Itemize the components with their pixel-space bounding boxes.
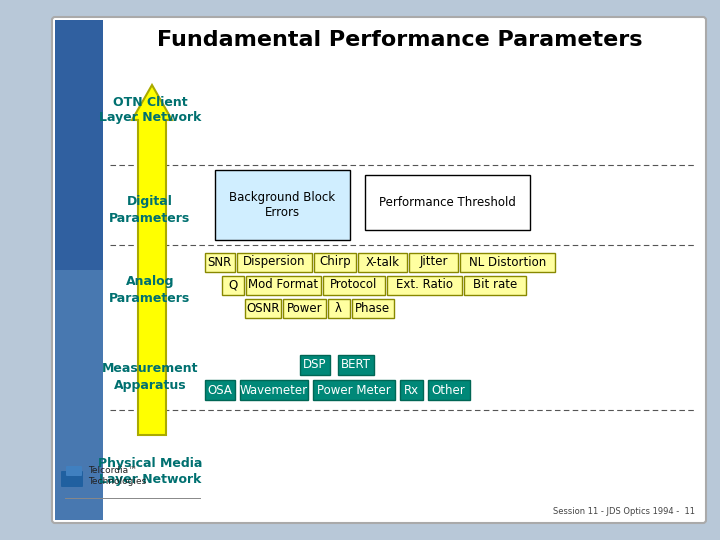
- Text: Measurement
Apparatus: Measurement Apparatus: [102, 362, 198, 392]
- Text: Fundamental Performance Parameters: Fundamental Performance Parameters: [157, 30, 643, 50]
- Text: Background Block
Errors: Background Block Errors: [230, 191, 336, 219]
- Text: OTN Client
Layer Network: OTN Client Layer Network: [99, 96, 201, 125]
- Text: NL Distortion: NL Distortion: [469, 255, 546, 268]
- Text: Dispersion: Dispersion: [243, 255, 305, 268]
- Bar: [313, 380, 395, 400]
- Text: X-talk: X-talk: [366, 255, 400, 268]
- Text: Digital
Parameters: Digital Parameters: [109, 195, 191, 225]
- Bar: [283, 299, 325, 318]
- Bar: [246, 275, 321, 294]
- Text: SNR: SNR: [207, 255, 232, 268]
- Text: Protocol: Protocol: [330, 279, 378, 292]
- Bar: [365, 175, 530, 230]
- Bar: [351, 299, 394, 318]
- FancyBboxPatch shape: [52, 17, 706, 523]
- Bar: [236, 253, 312, 272]
- FancyBboxPatch shape: [66, 466, 82, 476]
- Text: Jitter: Jitter: [419, 255, 448, 268]
- Bar: [55, 20, 103, 520]
- Bar: [205, 253, 235, 272]
- Bar: [338, 355, 374, 375]
- Bar: [313, 253, 356, 272]
- Text: BERT: BERT: [341, 359, 371, 372]
- FancyBboxPatch shape: [61, 471, 83, 487]
- Text: OSA: OSA: [207, 383, 232, 396]
- Text: λ: λ: [335, 301, 342, 314]
- Text: Telcordia™
Technologies: Telcordia™ Technologies: [88, 467, 146, 485]
- Bar: [358, 253, 407, 272]
- Bar: [300, 355, 330, 375]
- Bar: [409, 253, 458, 272]
- Polygon shape: [132, 85, 172, 435]
- Bar: [428, 380, 470, 400]
- Bar: [387, 275, 462, 294]
- Bar: [400, 380, 423, 400]
- Text: Other: Other: [432, 383, 466, 396]
- Text: Ext. Ratio: Ext. Ratio: [396, 279, 453, 292]
- Text: Performance Threshold: Performance Threshold: [379, 196, 516, 209]
- Text: Bit rate: Bit rate: [473, 279, 517, 292]
- Bar: [215, 170, 350, 240]
- Text: Wavemeter: Wavemeter: [240, 383, 308, 396]
- Text: Power: Power: [287, 301, 322, 314]
- Text: Session 11 - JDS Optics 1994 -  11: Session 11 - JDS Optics 1994 - 11: [553, 508, 695, 516]
- Text: Phase: Phase: [355, 301, 390, 314]
- Text: Rx: Rx: [403, 383, 418, 396]
- Bar: [464, 275, 526, 294]
- Bar: [460, 253, 554, 272]
- Text: Mod Format: Mod Format: [248, 279, 318, 292]
- Bar: [328, 299, 349, 318]
- Bar: [245, 299, 281, 318]
- Bar: [240, 380, 308, 400]
- Bar: [323, 275, 385, 294]
- Text: Physical Media
Layer Network: Physical Media Layer Network: [98, 457, 202, 487]
- Text: Analog
Parameters: Analog Parameters: [109, 275, 191, 305]
- Text: OSNR: OSNR: [246, 301, 280, 314]
- Text: Q: Q: [228, 279, 238, 292]
- Bar: [205, 380, 235, 400]
- Bar: [222, 275, 244, 294]
- Text: Chirp: Chirp: [319, 255, 351, 268]
- Text: DSP: DSP: [303, 359, 326, 372]
- Bar: [55, 270, 103, 520]
- Text: Power Meter: Power Meter: [317, 383, 391, 396]
